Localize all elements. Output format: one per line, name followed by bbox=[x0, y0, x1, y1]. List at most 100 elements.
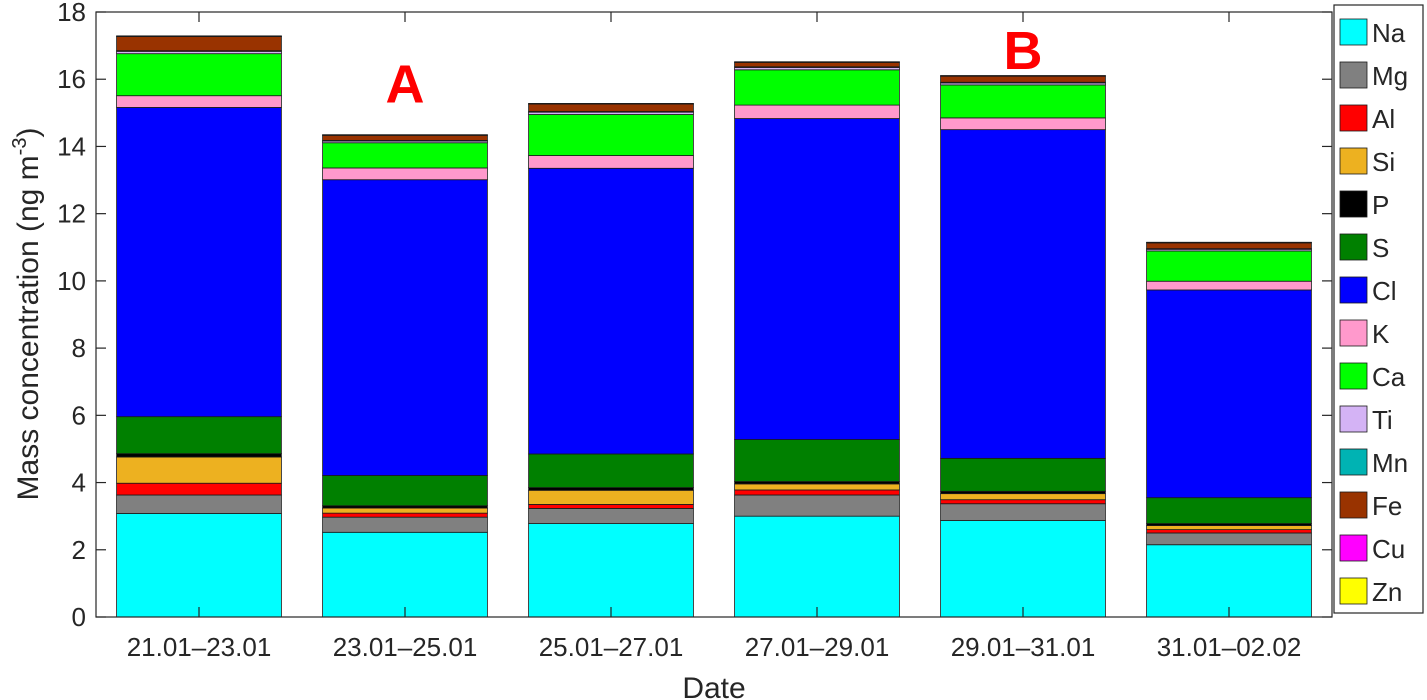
bar-segment-s-3 bbox=[734, 439, 900, 482]
bar-segment-k-2 bbox=[528, 155, 694, 169]
bar-segment-al-3 bbox=[734, 489, 900, 496]
bar-segment-ca-4 bbox=[940, 84, 1106, 119]
bar-segment-si-4 bbox=[940, 493, 1106, 501]
bar-segment-cl-1 bbox=[322, 179, 488, 476]
legend-label-mn: Mn bbox=[1372, 448, 1408, 478]
legend-label-ti: Ti bbox=[1372, 405, 1393, 435]
y-tick-label-8: 8 bbox=[72, 333, 86, 363]
legend-label-cl: Cl bbox=[1372, 276, 1397, 306]
y-axis-label: Mass concentration (ng m-3) bbox=[9, 128, 45, 501]
bar-segment-s-1 bbox=[322, 475, 488, 507]
bar-segment-na-4 bbox=[940, 520, 1106, 618]
bar-segment-na-5 bbox=[1146, 544, 1312, 618]
bar-segment-s-5 bbox=[1146, 497, 1312, 524]
legend-swatch-cl bbox=[1339, 276, 1368, 304]
legend-swatch-k bbox=[1339, 319, 1368, 347]
x-tick-label-2: 25.01–27.01 bbox=[539, 632, 684, 662]
bar-segment-fe-0 bbox=[116, 36, 282, 52]
bar-segment-si-2 bbox=[528, 489, 694, 505]
y-axis-label-main: Mass concentration (ng m bbox=[12, 155, 45, 500]
annotation-layer: AB bbox=[386, 21, 1043, 115]
bar-segment-s-2 bbox=[528, 453, 694, 488]
y-axis-label-close: ) bbox=[12, 128, 45, 138]
legend-box bbox=[1333, 4, 1424, 614]
bar-segment-mg-2 bbox=[528, 508, 694, 524]
x-tick-label-4: 29.01–31.01 bbox=[951, 632, 1096, 662]
legend-swatch-al bbox=[1339, 104, 1368, 132]
y-tick-label-6: 6 bbox=[72, 400, 86, 430]
legend-label-k: K bbox=[1372, 319, 1390, 349]
legend-swatch-fe bbox=[1339, 491, 1368, 519]
bar-segment-na-1 bbox=[322, 531, 488, 618]
legend-swatch-ca bbox=[1339, 362, 1368, 390]
annotation-a: A bbox=[386, 55, 425, 115]
y-tick-label-12: 12 bbox=[57, 199, 86, 229]
bar-segment-cl-4 bbox=[940, 129, 1106, 459]
bar-segment-na-3 bbox=[734, 515, 900, 618]
bar-segment-cl-5 bbox=[1146, 289, 1312, 499]
legend-label-zn: Zn bbox=[1372, 577, 1402, 607]
legend: Na Mg Al Si PS Cl K Ca Ti Mn Fe Cu Zn bbox=[1333, 4, 1424, 614]
y-tick-label-10: 10 bbox=[57, 266, 86, 296]
bar-segment-al-4 bbox=[940, 499, 1106, 505]
bar-segment-mg-3 bbox=[734, 494, 900, 517]
annotation-b: B bbox=[1004, 21, 1043, 81]
plot-area-frame bbox=[95, 11, 1333, 618]
bar-segment-al-0 bbox=[116, 482, 282, 496]
legend-swatch-na bbox=[1339, 18, 1368, 46]
bar-segment-al-5 bbox=[1146, 529, 1312, 534]
x-tick-label-0: 21.01–23.01 bbox=[127, 632, 272, 662]
bar-segment-fe-1 bbox=[322, 134, 488, 141]
x-axis: 21.01–23.01 23.01–25.01 25.01–27.01 27.01–2… bbox=[127, 12, 1302, 662]
bar-segment-ca-1 bbox=[322, 142, 488, 169]
bar-segment-s-4 bbox=[940, 457, 1106, 492]
legend-label-na: Na bbox=[1372, 18, 1406, 48]
x-tick-label-5: 31.01–02.02 bbox=[1157, 632, 1302, 662]
bar-segment-si-5 bbox=[1146, 525, 1312, 531]
legend-label-si: Si bbox=[1372, 147, 1395, 177]
bar-segment-ca-3 bbox=[734, 69, 900, 106]
bar-segment-fe-2 bbox=[528, 103, 694, 112]
x-axis-label: Date bbox=[682, 672, 745, 700]
y-axis-label-superscript: -3 bbox=[9, 138, 31, 156]
bar-segment-si-0 bbox=[116, 456, 282, 484]
bar-segment-mg-5 bbox=[1146, 532, 1312, 546]
legend-swatch-mn bbox=[1339, 448, 1368, 476]
legend-swatch-s bbox=[1339, 233, 1368, 261]
bar-segment-p-2 bbox=[528, 487, 694, 491]
bar-segment-si-3 bbox=[734, 483, 900, 491]
legend-label-ca: Ca bbox=[1372, 362, 1406, 392]
bar-segment-na-2 bbox=[528, 523, 694, 618]
bar-segment-cl-0 bbox=[116, 107, 282, 418]
legend-label-p: P bbox=[1372, 190, 1389, 220]
bar-segment-mg-0 bbox=[116, 494, 282, 514]
y-tick-label-2: 2 bbox=[72, 535, 86, 565]
bar-segment-na-0 bbox=[116, 513, 282, 618]
bar-segment-ca-0 bbox=[116, 53, 282, 97]
bar-segment-ca-5 bbox=[1146, 250, 1312, 282]
y-axis: 0 2 4 6 8 10 12 14 16 18 bbox=[57, 0, 1332, 632]
bar-segment-si-1 bbox=[322, 507, 488, 514]
bar-segment-fe-3 bbox=[734, 62, 900, 68]
legend-label-cu: Cu bbox=[1372, 534, 1405, 564]
y-tick-label-16: 16 bbox=[57, 64, 86, 94]
y-tick-label-0: 0 bbox=[72, 602, 86, 632]
bar-segment-al-1 bbox=[322, 512, 488, 518]
x-tick-label-1: 23.01–25.01 bbox=[333, 632, 478, 662]
bar-segment-al-2 bbox=[528, 503, 694, 509]
legend-label-s: S bbox=[1372, 233, 1389, 263]
legend-label-al: Al bbox=[1372, 104, 1395, 134]
y-tick-label-18: 18 bbox=[57, 0, 86, 27]
legend-swatch-si bbox=[1339, 147, 1368, 175]
bar-segment-mg-1 bbox=[322, 516, 488, 533]
legend-swatch-zn bbox=[1339, 577, 1368, 605]
y-tick-label-4: 4 bbox=[72, 468, 86, 498]
bar-segment-k-1 bbox=[322, 167, 488, 181]
legend-swatch-cu bbox=[1339, 534, 1368, 562]
y-tick-label-14: 14 bbox=[57, 131, 86, 161]
bar-segment-p-0 bbox=[116, 453, 282, 458]
legend-label-mg: Mg bbox=[1372, 61, 1408, 91]
bar-segment-fe-5 bbox=[1146, 242, 1312, 250]
bar-segment-k-0 bbox=[116, 95, 282, 108]
